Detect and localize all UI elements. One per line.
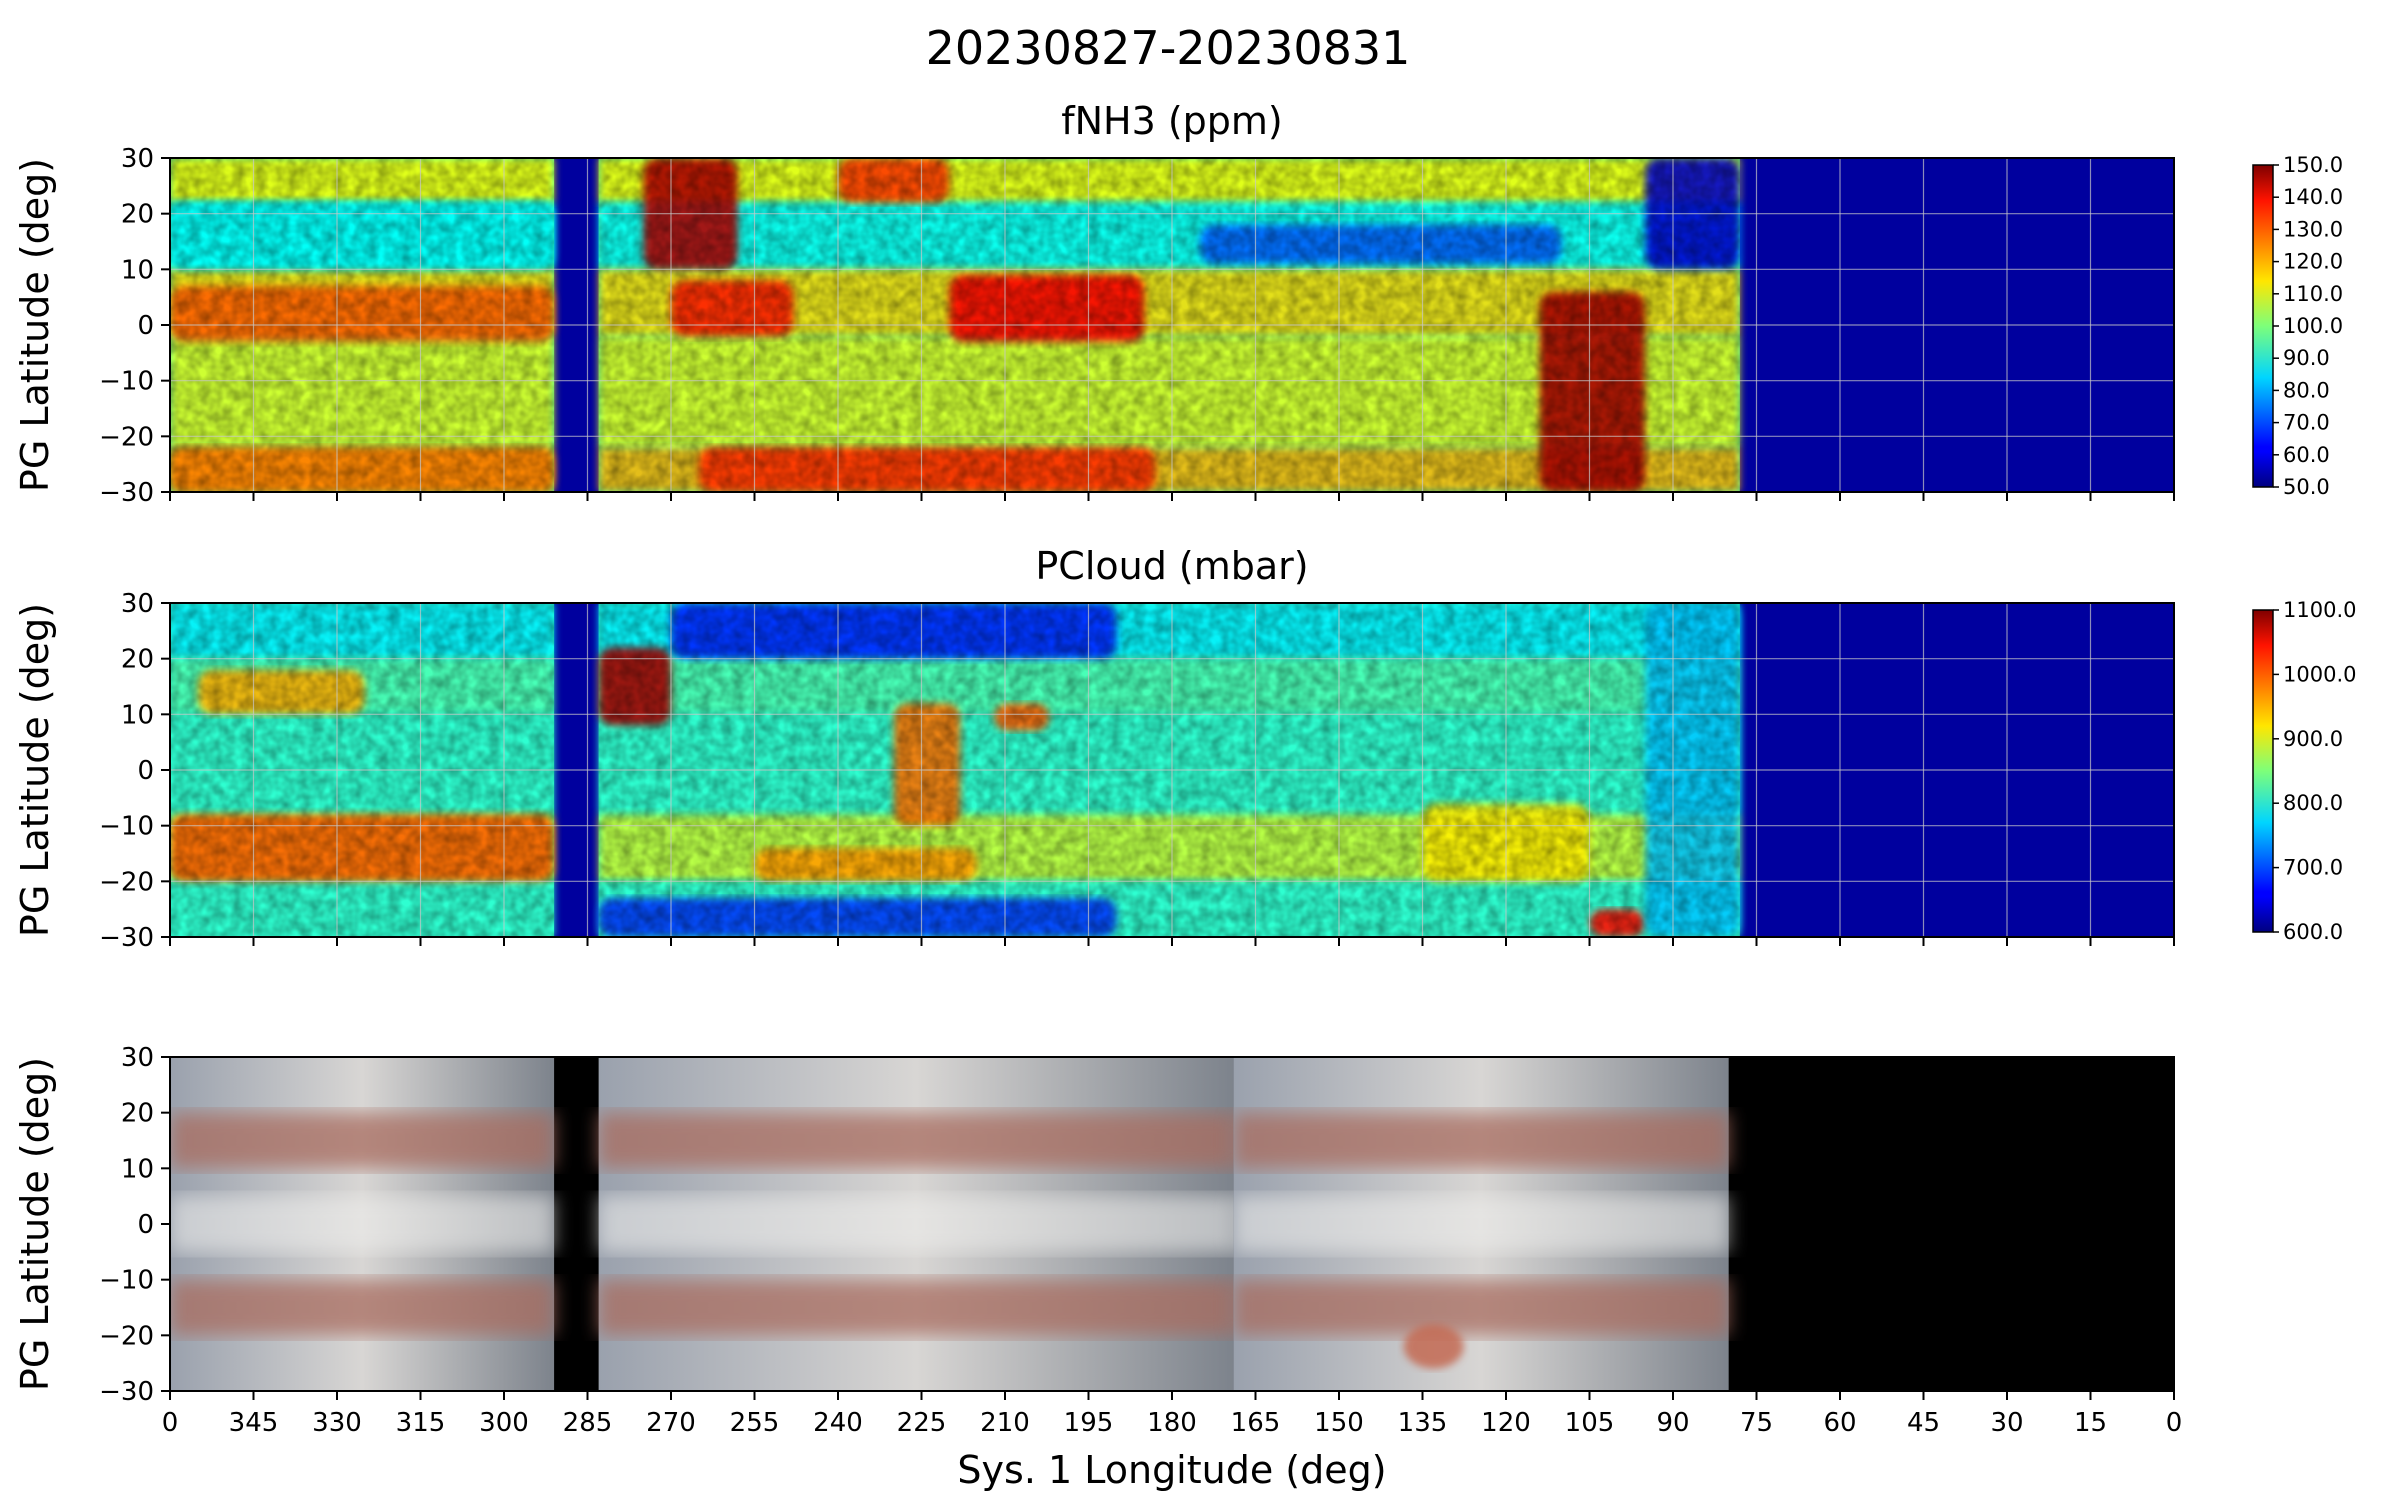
x-tick-label: 45: [1907, 1408, 1940, 1438]
panel-title: PCloud (mbar): [1035, 544, 1308, 588]
y-tick-label: 10: [121, 700, 154, 730]
colorbar: [2252, 164, 2274, 488]
y-tick-label: 20: [121, 645, 154, 675]
x-tick-label: 105: [1565, 1408, 1615, 1438]
x-tick-label: 120: [1481, 1408, 1531, 1438]
x-tick-label: 75: [1740, 1408, 1773, 1438]
y-tick-label: 0: [137, 311, 154, 341]
x-tick-label: 210: [980, 1408, 1030, 1438]
fnh3-panel: 30 20 10 0 −10 −20 −30 fNH3 (ppm) PG Latitude (d…: [13, 99, 2343, 508]
x-tick-label: 90: [1656, 1408, 1689, 1438]
x-tick-label: 345: [229, 1408, 279, 1438]
x-tick-label: 330: [312, 1408, 362, 1438]
colorbar-tick-label: 120.0: [2283, 250, 2343, 274]
colorbar-tick-label: 1000.0: [2283, 662, 2356, 686]
colorbar-tick-label: 140.0: [2283, 185, 2343, 209]
bright-zone: [1233, 1196, 1729, 1252]
colorbar-tick-label: 130.0: [2283, 217, 2343, 241]
x-tick-label: 285: [563, 1408, 613, 1438]
y-tick-label: −30: [99, 478, 154, 508]
colorbar-tick-label: 1100.0: [2283, 598, 2356, 622]
y-tick-label: −20: [99, 1321, 154, 1351]
cloud-belt: [170, 1279, 555, 1336]
y-tick-label: 30: [121, 144, 154, 174]
colorbar: [2252, 609, 2274, 933]
x-axis-label: Sys. 1 Longitude (deg): [957, 1448, 1386, 1492]
colorbar-tick-label: 800.0: [2283, 791, 2343, 815]
y-tick-label: −10: [99, 812, 154, 842]
y-axis-label: PG Latitude (deg): [13, 1057, 57, 1391]
y-tick-label: −20: [99, 867, 154, 897]
x-tick-label: 0: [2166, 1408, 2183, 1438]
x-tick-label: 195: [1064, 1408, 1114, 1438]
y-tick-label: 20: [121, 200, 154, 230]
colorbar-tick-label: 70.0: [2283, 411, 2330, 435]
x-tick-label: 15: [2074, 1408, 2107, 1438]
y-tick-label: −20: [99, 422, 154, 452]
plot-area: [170, 158, 2174, 492]
colorbar-tick-label: 100.0: [2283, 314, 2343, 338]
x-tick-label: 240: [813, 1408, 863, 1438]
y-axis-label: PG Latitude (deg): [13, 158, 57, 492]
x-tick-label: 270: [646, 1408, 696, 1438]
plot-area: [170, 603, 2174, 937]
y-tick-label: 10: [121, 1154, 154, 1184]
figure-title: 20230827-20230831: [926, 21, 1411, 75]
cloud-belt: [1233, 1112, 1729, 1169]
colorbar-tick-label: 150.0: [2283, 153, 2343, 177]
x-tick-label: 60: [1823, 1408, 1856, 1438]
colorbar-tick-label: 50.0: [2283, 475, 2330, 499]
cloud-belt: [598, 1279, 1234, 1336]
plot-area: [170, 1057, 2174, 1391]
x-tick-label: 0: [162, 1408, 179, 1438]
x-tick-label: 255: [730, 1408, 780, 1438]
bright-zone: [170, 1196, 555, 1252]
x-tick-label: 135: [1398, 1408, 1448, 1438]
y-tick-label: −10: [99, 367, 154, 397]
y-tick-label: −10: [99, 1266, 154, 1296]
cloud-belt: [598, 1112, 1234, 1169]
colorbar-tick-label: 700.0: [2283, 856, 2343, 880]
gridlines: [170, 158, 2174, 492]
colorbar-tick-label: 60.0: [2283, 443, 2330, 467]
x-tick-label: 165: [1231, 1408, 1281, 1438]
x-tick-label: 315: [396, 1408, 446, 1438]
pcloud-panel: 30 20 10 0 −10 −20 −30 PCloud (mbar) PG Latitude…: [13, 544, 2356, 953]
y-tick-label: −30: [99, 1377, 154, 1407]
y-tick-label: 30: [121, 1043, 154, 1073]
colorbar-tick-label: 80.0: [2283, 378, 2330, 402]
y-tick-label: 0: [137, 756, 154, 786]
panel-title: fNH3 (ppm): [1061, 99, 1283, 143]
cloud-belt: [170, 1112, 555, 1169]
colorbar-tick-label: 900.0: [2283, 727, 2343, 751]
colorbar-tick-label: 600.0: [2283, 920, 2343, 944]
y-tick-label: 0: [137, 1210, 154, 1240]
x-tick-label: 150: [1314, 1408, 1364, 1438]
gridlines: [170, 603, 2174, 937]
y-tick-label: −30: [99, 923, 154, 953]
y-tick-label: 20: [121, 1099, 154, 1129]
great-red-spot: [1403, 1324, 1464, 1369]
cloud-belt: [1233, 1279, 1729, 1336]
x-tick-label: 30: [1990, 1408, 2023, 1438]
y-tick-label: 30: [121, 589, 154, 619]
x-tick-label: 180: [1147, 1408, 1197, 1438]
y-tick-label: 10: [121, 255, 154, 285]
visible-image-panel: 0 345 330 315 300 285 270 255 240 225 210 195 180 165…: [13, 1043, 2182, 1492]
colorbar-tick-label: 110.0: [2283, 282, 2343, 306]
x-tick-label: 300: [479, 1408, 529, 1438]
colorbar-tick-label: 90.0: [2283, 346, 2330, 370]
x-tick-label: 225: [897, 1408, 947, 1438]
y-axis-label: PG Latitude (deg): [13, 603, 57, 937]
bright-zone: [598, 1196, 1234, 1252]
